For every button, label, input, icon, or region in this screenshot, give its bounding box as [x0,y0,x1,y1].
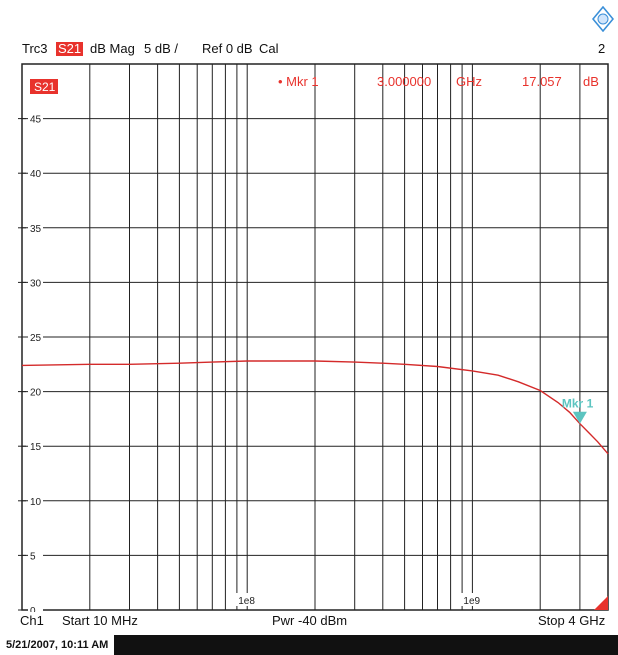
y-tick-label-background [28,384,43,398]
horizontal-grid [22,118,608,556]
format-label[interactable]: dB Mag [90,41,135,56]
y-tick-label: 10 [30,497,42,508]
stop-marker-icon [594,596,608,610]
timestamp: 5/21/2007, 10:11 AM [0,635,115,655]
reference-label[interactable]: Ref 0 dB [202,41,253,56]
y-tick-label: 20 [30,388,42,399]
y-tick-label-background [28,603,43,612]
y-tick-label-background [28,111,43,125]
y-tick-label-background [28,439,43,453]
marker-readout-frequency: 3.000000 [377,74,431,89]
y-tick-label: 30 [30,278,42,289]
y-tick-label-background [28,275,43,289]
x-tick-label-background [460,593,485,606]
marker-1-label: Mkr 1 [562,397,594,411]
trace-label-badge [30,79,58,94]
y-tick-label: 0 [30,606,36,612]
power-level[interactable]: Pwr -40 dBm [272,613,348,628]
y-tick-label-background [28,493,43,507]
trace-label: S21 [34,80,56,94]
y-tick-label: 35 [30,224,42,235]
marker-readout: • Mkr 1 3.000000 GHz 17.057 dB [278,74,599,89]
marker-readout-value-unit: dB [583,74,599,89]
y-tick-label-background [28,548,43,562]
trace-parameter-badge[interactable]: S21 [56,41,84,56]
calibration-label[interactable]: Cal [259,41,279,56]
y-tick-label: 40 [30,169,42,180]
y-tick-label: 45 [30,115,42,126]
x-tick-labels: 1e8 1e9 [235,593,485,607]
y-tick-labels: 0 5 10 15 20 25 30 35 40 45 [18,111,43,612]
measurement-diagram[interactable]: 0 5 10 15 20 25 30 35 40 45 1e8 1e9 S21 • Mkr 1 3.… [0,60,618,612]
s21-trace-line [21,360,609,455]
x-tick-label: 1e8 [238,596,255,607]
status-bar: 5/21/2007, 10:11 AM [0,635,618,655]
y-tick-label-background [28,166,43,180]
stop-frequency[interactable]: Stop 4 GHz [538,613,606,628]
start-frequency[interactable]: Start 10 MHz [62,613,138,628]
x-tick-label-background [235,593,260,606]
marker-1-symbol[interactable] [572,411,587,424]
channel-label[interactable]: Ch1 [20,613,44,628]
trace-header: Trc3 S21 dB Mag 5 dB / Ref 0 dB Cal 2 [0,0,618,60]
y-tick-label: 5 [30,551,36,562]
marker-readout-value: 17.057 [522,74,562,89]
marker-readout-frequency-unit: GHz [456,74,482,89]
trace-name[interactable]: Trc3 [22,41,48,56]
x-tick-label: 1e9 [463,596,480,607]
scale-label[interactable]: 5 dB / [144,41,178,56]
y-tick-label: 25 [30,333,42,344]
rohde-schwarz-logo-icon [592,6,614,32]
y-tick-label-background [28,330,43,343]
y-tick-label-background [28,220,43,234]
y-tick-label: 15 [30,442,42,453]
marker-readout-label: • Mkr 1 [278,74,319,89]
window-number: 2 [598,41,606,56]
